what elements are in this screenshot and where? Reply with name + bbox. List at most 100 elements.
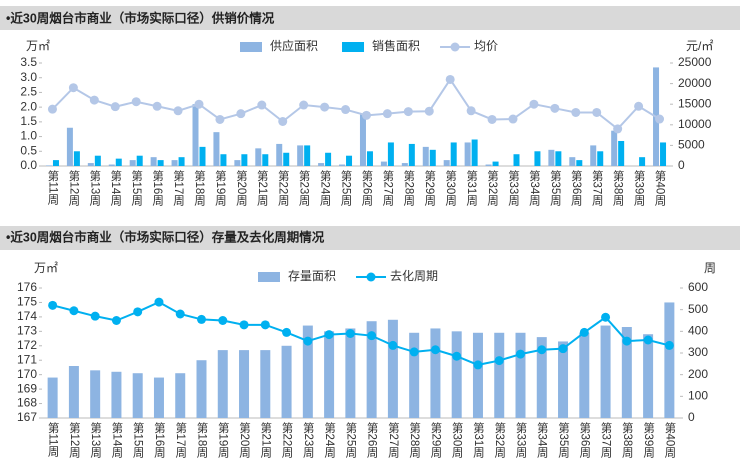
bar: [339, 164, 346, 166]
x-tick-label: 第24周: [319, 169, 332, 206]
bar: [262, 154, 269, 166]
bar: [597, 151, 604, 166]
bar: [359, 114, 366, 166]
bar: [590, 145, 597, 166]
bar: [217, 350, 228, 418]
y-tick-label: 3.0: [20, 70, 37, 84]
bar: [639, 157, 646, 166]
line-marker: [218, 316, 228, 325]
x-tick-label: 第39周: [642, 421, 655, 458]
bar: [450, 142, 457, 166]
bar: [324, 331, 335, 418]
bar: [66, 127, 73, 166]
y2-tick-label: 200: [688, 367, 708, 381]
legend-label: 供应面积: [270, 38, 318, 53]
line-marker: [388, 340, 398, 350]
bar: [600, 325, 611, 418]
legend-swatch: [258, 272, 280, 282]
line-marker: [173, 106, 183, 116]
header-bar: [0, 6, 740, 30]
bar: [555, 151, 562, 166]
line-marker: [466, 106, 476, 116]
x-tick-label: 第16周: [153, 421, 166, 458]
bar: [548, 149, 555, 166]
x-tick-label: 第26周: [366, 421, 379, 458]
y-tick-label: 174: [17, 309, 37, 323]
line-marker: [257, 100, 267, 110]
bar: [171, 160, 178, 166]
x-tick-label: 第11周: [46, 169, 59, 205]
x-tick-label: 第19周: [217, 421, 230, 458]
y2-tick-label: 600: [688, 280, 708, 294]
bar: [492, 161, 499, 166]
line-marker: [131, 97, 141, 107]
line-marker: [473, 360, 483, 370]
line-marker: [69, 306, 79, 316]
x-tick-label: 第34周: [536, 421, 549, 458]
x-tick-label: 第15周: [132, 421, 145, 458]
line-marker: [68, 83, 78, 93]
x-tick-label: 第40周: [654, 169, 667, 206]
bar: [220, 154, 227, 166]
x-tick-label: 第35周: [549, 169, 562, 206]
x-tick-label: 第31周: [472, 421, 485, 458]
bar: [345, 328, 356, 418]
line-marker: [452, 351, 462, 361]
bar: [108, 164, 115, 166]
bar: [260, 350, 271, 418]
x-tick-label: 第14周: [110, 421, 123, 458]
y2-tick-label: 500: [688, 302, 708, 316]
bar: [401, 163, 408, 166]
bar: [283, 152, 290, 166]
bar: [132, 373, 143, 418]
y-tick-label: 169: [17, 381, 37, 395]
bar: [430, 328, 441, 418]
bar: [192, 104, 199, 166]
bar: [576, 160, 583, 166]
x-tick-label: 第20周: [238, 421, 251, 458]
line-marker: [303, 336, 313, 346]
legend-label: 存量面积: [288, 269, 336, 283]
line-marker: [282, 327, 292, 337]
line-marker: [487, 114, 497, 124]
x-tick-label: 第29周: [429, 421, 442, 458]
y-tick-label: 170: [17, 367, 37, 381]
line-marker: [494, 356, 504, 366]
bar: [239, 350, 250, 418]
x-tick-label: 第25周: [340, 169, 353, 206]
line-marker: [48, 300, 58, 310]
bar: [73, 151, 80, 166]
x-tick-label: 第36周: [578, 421, 591, 458]
y2-tick-label: 10000: [678, 117, 712, 131]
x-tick-label: 第21周: [256, 169, 269, 206]
line-marker: [89, 95, 99, 105]
line-marker: [90, 311, 100, 321]
line-marker: [361, 110, 371, 120]
bar: [213, 132, 220, 166]
bar: [297, 145, 304, 166]
x-tick-label: 第38周: [621, 421, 634, 458]
x-tick-label: 第32周: [493, 421, 506, 458]
line-marker: [655, 114, 665, 124]
x-tick-label: 第33周: [507, 169, 520, 206]
bar: [618, 140, 625, 166]
line-marker: [320, 102, 330, 112]
line-marker: [133, 307, 143, 317]
bar: [387, 319, 398, 418]
bar: [464, 142, 471, 166]
x-tick-label: 第35周: [557, 421, 570, 458]
legend-swatch: [342, 42, 365, 52]
y-tick-label: 3.5: [20, 55, 37, 69]
bar: [178, 157, 185, 166]
bar: [87, 163, 94, 166]
bar: [409, 332, 420, 418]
line-marker: [592, 107, 602, 117]
x-tick-label: 第23周: [302, 421, 315, 458]
bar: [175, 373, 186, 418]
x-tick-label: 第32周: [486, 169, 499, 206]
x-tick-label: 第30周: [451, 421, 464, 458]
y-unit: 万㎡: [26, 39, 50, 53]
line-marker: [571, 107, 581, 117]
y2-tick-label: 20000: [678, 76, 712, 90]
